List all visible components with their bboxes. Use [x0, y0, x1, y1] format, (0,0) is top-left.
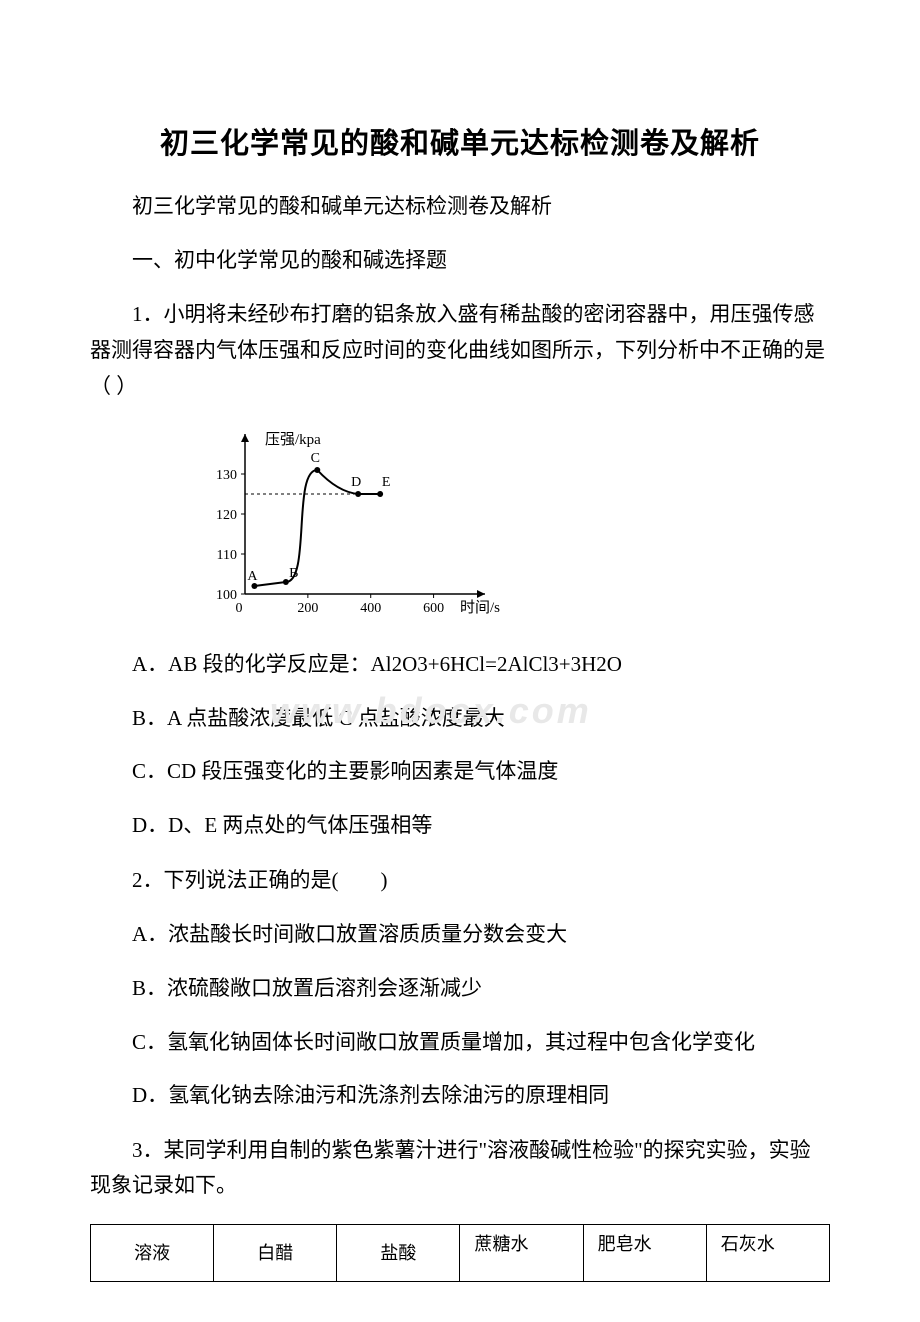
q3-stem: 3．某同学利用自制的紫色紫薯汁进行"溶液酸碱性检验"的探究实验，实验现象记录如下…: [90, 1133, 830, 1204]
svg-text:600: 600: [423, 601, 444, 616]
svg-text:100: 100: [216, 588, 237, 603]
q3-table: 溶液 白醋 盐酸 蔗糖水 肥皂水 石灰水: [90, 1224, 830, 1282]
svg-text:130: 130: [216, 468, 237, 483]
cell-text: 石灰水: [721, 1234, 775, 1254]
cell-text: 白醋: [257, 1240, 293, 1267]
q2-stem: 2．下列说法正确的是( ): [90, 863, 830, 899]
cell-text: 盐酸: [380, 1240, 416, 1267]
svg-text:400: 400: [360, 601, 381, 616]
svg-text:120: 120: [216, 508, 237, 523]
q2-option-a: A．浓盐酸长时间敞口放置溶质质量分数会变大: [90, 918, 830, 952]
svg-text:D: D: [351, 475, 361, 490]
q1-option-d: D．D、E 两点处的气体压强相等: [90, 809, 830, 843]
svg-text:200: 200: [297, 601, 318, 616]
q1-option-a: A．AB 段的化学反应是：Al2O3+6HCl=2AlCl3+3H2O: [90, 648, 830, 682]
svg-text:压强/kpa: 压强/kpa: [265, 431, 321, 448]
table-cell: 肥皂水: [583, 1225, 706, 1282]
cell-text: 溶液: [134, 1240, 170, 1267]
q2-option-d: D．氢氧化钠去除油污和洗涤剂去除油污的原理相同: [90, 1079, 830, 1113]
q2-option-b: B．浓硫酸敞口放置后溶剂会逐渐减少: [90, 972, 830, 1006]
svg-text:E: E: [382, 475, 391, 490]
svg-text:B: B: [289, 566, 298, 581]
svg-text:0: 0: [236, 601, 243, 616]
svg-text:C: C: [311, 451, 320, 466]
table-row: 溶液 白醋 盐酸 蔗糖水 肥皂水 石灰水: [91, 1225, 830, 1282]
q2-option-c: C．氢氧化钠固体长时间敞口放置质量增加，其过程中包含化学变化: [90, 1026, 830, 1060]
section-1-header: 一、初中化学常见的酸和碱选择题: [90, 244, 830, 278]
table-cell: 蔗糖水: [460, 1225, 583, 1282]
table-cell: 白醋: [214, 1225, 337, 1282]
cell-text: 肥皂水: [598, 1234, 652, 1254]
cell-text: 蔗糖水: [474, 1234, 528, 1254]
svg-text:时间/s: 时间/s: [460, 599, 500, 616]
q1-stem: 1．小明将未经砂布打磨的铝条放入盛有稀盐酸的密闭容器中，用压强传感器测得容器内气…: [90, 297, 830, 404]
table-cell: 石灰水: [706, 1225, 829, 1282]
table-cell: 溶液: [91, 1225, 214, 1282]
subtitle-text: 初三化学常见的酸和碱单元达标检测卷及解析: [90, 190, 830, 224]
page-title: 初三化学常见的酸和碱单元达标检测卷及解析: [90, 120, 830, 162]
svg-text:110: 110: [217, 548, 237, 563]
q1-option-c: C．CD 段压强变化的主要影响因素是气体温度: [90, 755, 830, 789]
svg-text:A: A: [247, 569, 258, 584]
q1-option-b: B．A 点盐酸浓度最低 C 点盐酸浓度最大: [90, 702, 830, 736]
table-cell: 盐酸: [337, 1225, 460, 1282]
q1-chart: 100 110 120 130 0 200 400 600 压强/kpa 时间/s A B C D E: [190, 424, 830, 624]
